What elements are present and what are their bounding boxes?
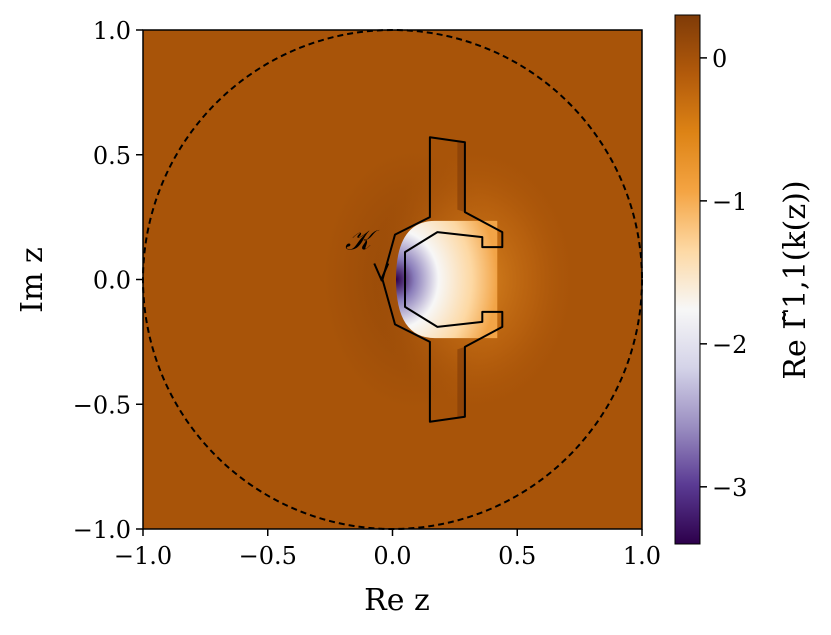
- colorbar: [674, 14, 701, 545]
- y-axis: −1.0 −0.5 0.0 0.5 1.0: [73, 17, 143, 544]
- x-tick-label: 0.5: [498, 542, 536, 570]
- y-tick-label: −1.0: [73, 516, 131, 544]
- heatmap-layer: [143, 30, 642, 529]
- y-axis-label: Im z: [15, 247, 50, 313]
- x-tick-label: −0.5: [239, 542, 297, 570]
- x-tick-label: −1.0: [114, 542, 172, 570]
- contour-arm-shade: [457, 142, 465, 417]
- x-tick-label: 0.0: [373, 542, 411, 570]
- contour-k: [381, 136, 504, 423]
- y-tick-label: 0.5: [93, 142, 131, 170]
- y-tick-label: −0.5: [73, 391, 131, 419]
- colorbar-ticks: 0 −1 −2 −3: [700, 45, 747, 502]
- y-tick-label: 1.0: [93, 17, 131, 45]
- x-axis-label: Re z: [364, 583, 430, 618]
- x-tick-label: 1.0: [623, 542, 661, 570]
- x-axis: −1.0 −0.5 0.0 0.5 1.0: [114, 529, 661, 570]
- colorbar-tick-label: −3: [712, 474, 747, 502]
- colorbar-label: Re Γ̃1,1(k(z)): [778, 180, 813, 379]
- colorbar-tick-label: −1: [712, 188, 747, 216]
- heatmap-interior-region: [395, 220, 498, 339]
- colorbar-tick-label: −2: [712, 331, 747, 359]
- y-tick-label: 0.0: [93, 267, 131, 295]
- colorbar-tick-label: 0: [712, 45, 727, 73]
- contour-direction-arrow: [373, 263, 390, 282]
